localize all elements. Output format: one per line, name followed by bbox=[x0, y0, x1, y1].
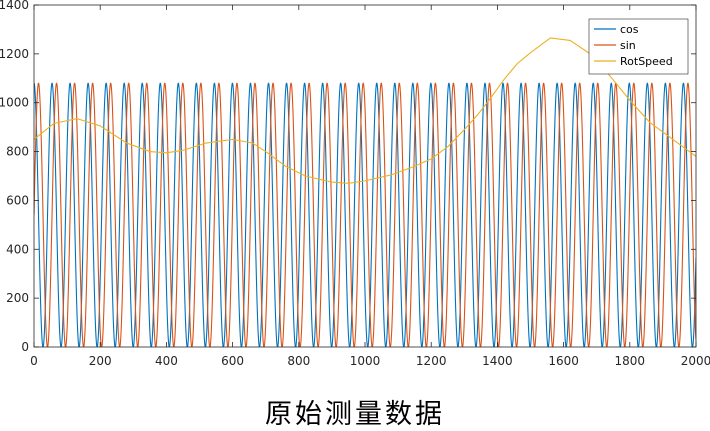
axes-layer: 0 200 400 600 800 1000 1200 1400 1600 1800 2000 0 20… bbox=[0, 0, 710, 368]
x-tick-label: 200 bbox=[89, 354, 112, 368]
y-tick-label: 1400 bbox=[0, 0, 29, 12]
legend: cos sin RotSpeed bbox=[588, 18, 689, 75]
x-tick-label: 0 bbox=[30, 354, 38, 368]
series-line-sin bbox=[34, 82, 696, 347]
y-tick-label: 400 bbox=[6, 242, 29, 256]
x-tick-label: 800 bbox=[287, 354, 310, 368]
legend-label-cos: cos bbox=[620, 23, 639, 36]
x-tick-label: 600 bbox=[221, 354, 244, 368]
chart-caption: 原始测量数据 bbox=[265, 399, 445, 430]
legend-box bbox=[588, 18, 689, 75]
y-tick-label: 800 bbox=[6, 145, 29, 159]
y-tick-label: 1200 bbox=[0, 47, 29, 61]
legend-label-rotspeed: RotSpeed bbox=[620, 55, 673, 68]
x-tick-label: 1000 bbox=[350, 354, 381, 368]
legend-label-sin: sin bbox=[620, 39, 636, 52]
x-tick-label: 1200 bbox=[416, 354, 447, 368]
x-tick-label: 1400 bbox=[482, 354, 513, 368]
x-tick-label: 400 bbox=[155, 354, 178, 368]
y-tick-label: 600 bbox=[6, 193, 29, 207]
x-tick-label: 1600 bbox=[548, 354, 579, 368]
y-tick-label: 1000 bbox=[0, 96, 29, 110]
x-tick-label: 1800 bbox=[615, 354, 646, 368]
x-tick-label: 2000 bbox=[681, 354, 710, 368]
y-tick-label: 0 bbox=[21, 340, 29, 354]
y-tick-label: 200 bbox=[6, 291, 29, 305]
